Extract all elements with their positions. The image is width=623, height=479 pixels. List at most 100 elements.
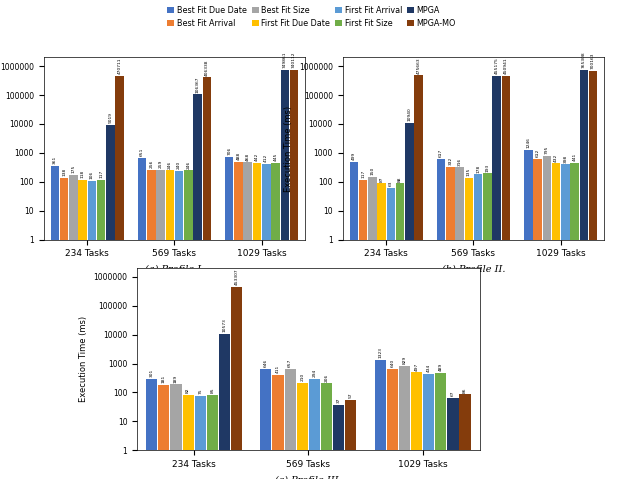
Bar xyxy=(106,125,115,479)
Text: 406338: 406338 xyxy=(205,59,209,76)
Bar xyxy=(193,94,202,479)
Bar xyxy=(447,398,459,479)
Bar xyxy=(411,372,422,479)
Text: 488: 488 xyxy=(237,152,240,160)
Bar xyxy=(492,76,501,479)
Text: 453307: 453307 xyxy=(235,269,239,285)
Bar xyxy=(579,69,588,479)
Bar xyxy=(234,162,243,479)
Bar xyxy=(280,70,289,479)
Bar xyxy=(589,70,597,479)
Bar xyxy=(253,163,261,479)
Text: 86: 86 xyxy=(463,387,467,393)
Text: 85: 85 xyxy=(211,387,214,393)
Text: 612: 612 xyxy=(536,149,540,157)
Text: 138: 138 xyxy=(62,168,66,176)
Text: 206: 206 xyxy=(325,374,328,382)
Text: 829: 829 xyxy=(402,356,406,364)
Text: 749861: 749861 xyxy=(283,52,287,68)
Text: 497: 497 xyxy=(414,363,419,371)
Text: 150: 150 xyxy=(370,167,374,175)
Text: 411: 411 xyxy=(276,365,280,373)
Text: 499: 499 xyxy=(352,151,356,160)
Text: 445: 445 xyxy=(273,153,278,161)
Text: 240: 240 xyxy=(177,161,181,169)
Bar xyxy=(423,374,434,479)
Bar xyxy=(368,177,377,479)
Bar xyxy=(219,334,230,479)
Text: 246: 246 xyxy=(186,160,191,169)
Bar xyxy=(483,173,492,479)
Text: 87: 87 xyxy=(379,176,384,182)
Bar xyxy=(260,369,272,479)
Text: 246: 246 xyxy=(168,160,172,169)
Text: 442: 442 xyxy=(255,153,259,161)
Bar xyxy=(570,163,579,479)
Bar xyxy=(387,369,398,479)
Text: 135: 135 xyxy=(467,168,471,176)
Bar xyxy=(474,174,482,479)
Text: 193: 193 xyxy=(485,163,490,172)
Bar xyxy=(231,287,242,479)
Text: 256: 256 xyxy=(150,160,153,168)
Bar xyxy=(158,385,169,479)
Text: 301: 301 xyxy=(150,369,154,377)
Text: 181: 181 xyxy=(162,375,166,383)
Bar xyxy=(350,161,358,479)
Text: 189: 189 xyxy=(174,375,178,383)
Text: 651: 651 xyxy=(140,148,144,157)
Bar xyxy=(285,369,296,479)
Text: 489: 489 xyxy=(439,363,443,371)
Text: 88: 88 xyxy=(398,176,402,182)
Bar xyxy=(552,163,560,479)
Bar xyxy=(184,171,193,479)
Bar xyxy=(378,183,386,479)
Text: 316: 316 xyxy=(457,157,462,166)
Bar xyxy=(147,170,156,479)
Bar xyxy=(290,70,298,479)
Bar xyxy=(50,166,59,479)
Text: 740112: 740112 xyxy=(292,52,296,68)
Bar xyxy=(321,383,332,479)
Text: 795: 795 xyxy=(545,146,549,154)
Bar xyxy=(387,187,395,479)
Bar xyxy=(435,373,447,479)
Text: 1323: 1323 xyxy=(378,347,382,358)
Text: 657: 657 xyxy=(288,359,292,367)
Text: 117: 117 xyxy=(99,170,103,178)
Bar xyxy=(271,163,280,479)
Text: 210: 210 xyxy=(300,373,304,381)
Bar xyxy=(405,123,414,479)
Bar xyxy=(272,375,283,479)
Bar xyxy=(297,383,308,479)
Legend: Best Fit Due Date, Best Fit Arrival, Best Fit Size, First Fit Due Date, First Fi: Best Fit Due Date, Best Fit Arrival, Bes… xyxy=(166,4,457,29)
Bar xyxy=(524,150,533,479)
Bar xyxy=(146,379,157,479)
Bar xyxy=(166,171,174,479)
X-axis label: (a) Profile I.: (a) Profile I. xyxy=(145,265,204,274)
Text: 432: 432 xyxy=(554,153,558,161)
Bar xyxy=(446,167,455,479)
Text: 412: 412 xyxy=(264,154,269,162)
Y-axis label: Execution Time (ms): Execution Time (ms) xyxy=(284,105,293,192)
Bar xyxy=(60,178,69,479)
Text: 10940: 10940 xyxy=(407,107,411,121)
Bar xyxy=(175,171,183,479)
Text: 106: 106 xyxy=(90,171,94,179)
Bar xyxy=(183,395,194,479)
Bar xyxy=(88,181,96,479)
Text: 700163: 700163 xyxy=(591,52,595,69)
Text: 765308: 765308 xyxy=(582,51,586,68)
Text: 118: 118 xyxy=(80,170,85,178)
Text: 706: 706 xyxy=(227,147,231,156)
Bar xyxy=(244,162,252,479)
Bar xyxy=(533,159,542,479)
Text: 468: 468 xyxy=(245,152,250,160)
Text: 332: 332 xyxy=(449,157,452,165)
Text: 475663: 475663 xyxy=(417,57,421,74)
Text: 175: 175 xyxy=(71,165,75,173)
Bar xyxy=(455,167,464,479)
Text: 361: 361 xyxy=(53,156,57,164)
Text: 106367: 106367 xyxy=(196,76,199,92)
Bar xyxy=(225,157,234,479)
